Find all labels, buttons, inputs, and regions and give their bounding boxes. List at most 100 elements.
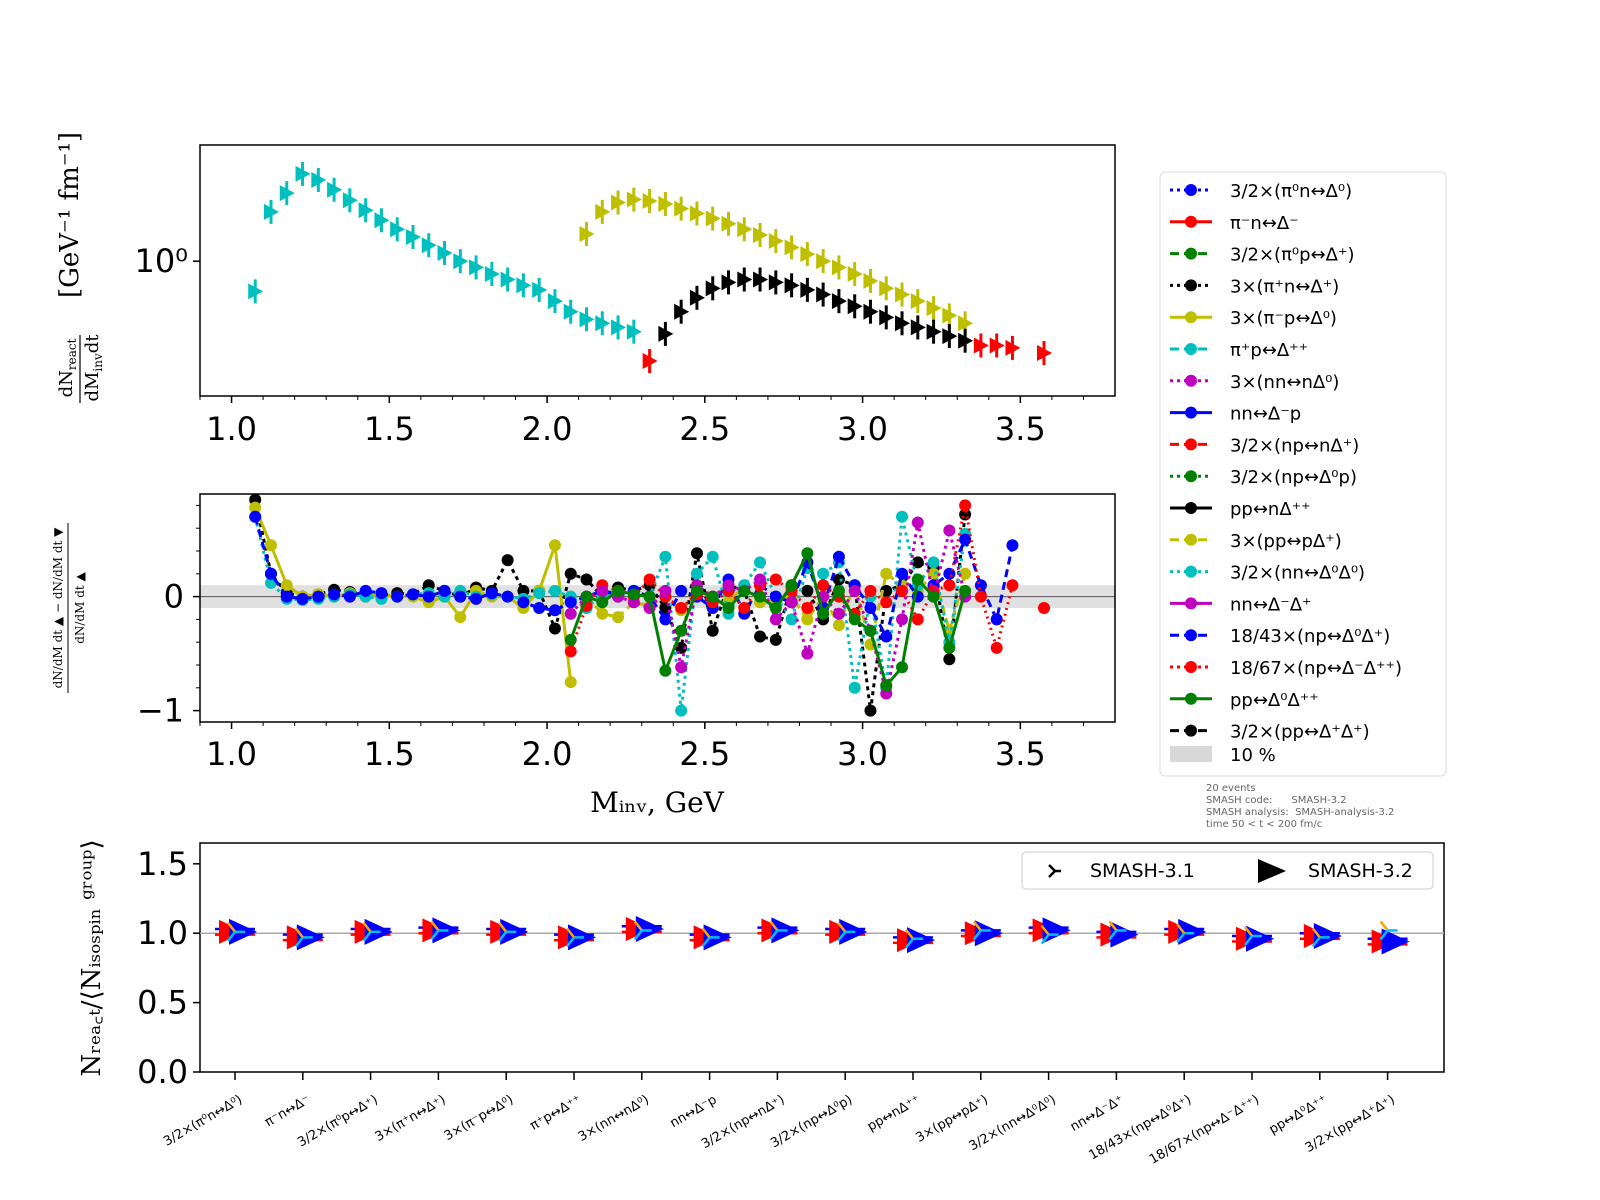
bottom-tri-marker [1176, 932, 1186, 943]
top-ylabel-dt: dt [82, 334, 103, 354]
info-events: 20 events [1206, 783, 1256, 794]
bottom-triangle-marker [1381, 928, 1410, 955]
legend-marker [1185, 565, 1197, 578]
main-legend: 3/2×(π⁰n↔Δ⁰) π⁻n↔Δ⁻ 3/2×(π⁰p↔Δ⁺) 3×(π⁺n↔Δ⁺)… [1159, 171, 1447, 777]
middle-data-point [706, 624, 719, 637]
top-data-point [910, 293, 926, 310]
top-data-point [989, 337, 1005, 354]
middle-data-point [927, 590, 940, 603]
legend-label: 3×(π⁻p↔Δ⁰) [1230, 308, 1337, 329]
bottom-x-tick-label: nn↔Δ⁻Δ⁺ [1068, 1092, 1127, 1134]
middle-data-point [1006, 539, 1019, 552]
top-data-point [516, 277, 532, 294]
middle-data-point [517, 596, 530, 609]
top-data-point [816, 253, 832, 270]
top-data-point [721, 274, 737, 291]
middle-data-point [990, 641, 1003, 654]
bottom-tri-marker [769, 929, 779, 941]
bottom-panel: 0.0 0.5 1.0 1.5 3/2×(π⁰n↔Δ⁰) π⁻n↔Δ⁻3/2×(π⁰p↔… [77, 839, 1445, 1168]
bottom-y-tick-label: 1.0 [137, 914, 188, 952]
bottom-tri-marker [972, 929, 982, 941]
middle-data-point [785, 579, 798, 592]
middle-data-point [264, 539, 277, 552]
top-data-point [895, 315, 911, 332]
middle-data-point [659, 664, 672, 677]
bottom-x-tick-label: 3×(π⁺n↔Δ⁺) [373, 1092, 449, 1144]
middle-data-point [769, 602, 782, 614]
top-data-point [705, 210, 721, 227]
middle-data-point [564, 596, 577, 609]
top-data-point [942, 328, 958, 345]
bottom-tri-marker [1108, 920, 1118, 932]
bottom-x-ticks: 3/2×(π⁰n↔Δ⁰) π⁻n↔Δ⁻3/2×(π⁰p↔Δ⁺)3×(π⁺n↔Δ⁺)… [161, 1072, 1398, 1168]
bottom-tri-marker [905, 928, 914, 940]
legend-marker [1185, 215, 1197, 228]
top-data-point [705, 280, 721, 297]
middle-data-point [785, 613, 798, 626]
middle-data-point [832, 573, 845, 586]
middle-y-tick-label: 0 [164, 578, 184, 616]
top-data-point [800, 246, 816, 263]
info-time: time 50 < t < 200 fm/c [1206, 819, 1322, 830]
bottom-y-tick-label: 1.5 [137, 845, 188, 883]
middle-data-point [659, 613, 672, 626]
svg-text:dMinvdt: dMinvdt [82, 334, 105, 402]
legend-label: pp↔nΔ⁺⁺ [1230, 499, 1311, 520]
legend-label: 3/2×(nn↔Δ⁰Δ⁰) [1230, 563, 1365, 584]
middle-data-point [533, 587, 546, 600]
bottom-triangle-marker [974, 920, 1003, 947]
legend-marker [1185, 692, 1197, 705]
bottom-y-tick-label: 0.5 [137, 984, 188, 1022]
svg-text:dN/dM dt ▲: dN/dM dt ▲ [73, 571, 87, 643]
top-y-axis-label: dNreact dMinvdt [GeV⁻¹ fm⁻¹] [55, 132, 105, 403]
middle-data-point [296, 592, 309, 605]
top-x-tick-label: 3.0 [837, 410, 888, 448]
top-data-point [674, 303, 690, 320]
middle-data-point [864, 584, 877, 597]
middle-panel: 1.0 1.5 2.0 2.5 3.0 3.5 0 −1 Mᵢₙᵥ, GeV dN/dM d… [51, 493, 1116, 819]
middle-data-point [817, 567, 830, 580]
middle-data-point [264, 567, 277, 580]
legend-label: pp↔Δ⁰Δ⁺⁺ [1230, 690, 1319, 711]
middle-data-point [722, 602, 735, 614]
top-x-tick-label: 2.0 [522, 410, 573, 448]
middle-data-point [896, 510, 909, 523]
middle-data-point [880, 596, 893, 609]
top-data-point [1037, 344, 1053, 361]
top-data-point [642, 193, 658, 210]
middle-data-point [280, 579, 293, 592]
top-data-point [248, 283, 264, 300]
legend-marker [1185, 629, 1197, 642]
legend-label: 18/67×(np↔Δ⁻Δ⁺⁺) [1230, 658, 1402, 679]
bottom-tri-marker [430, 929, 440, 941]
top-data-point [579, 311, 595, 328]
middle-data-point [406, 588, 419, 601]
top-y-tick-label: 10⁰ [134, 242, 188, 280]
legend-marker [1185, 279, 1197, 292]
bottom-x-tick-label: π⁻n↔Δ⁻ [262, 1092, 312, 1130]
bottom-x-tick-label: π⁺p↔Δ⁺⁺ [528, 1092, 584, 1133]
legend-label: 3×(pp↔pΔ⁺) [1230, 531, 1342, 552]
bottom-y-axis-label: Nᵣₑₐ꜀ₜ/⟨Nᵢₛₒₛₚᵢₙ ᵍʳᵒᵘᵖ⟩ [77, 839, 107, 1076]
top-x-tick-label: 1.5 [364, 410, 415, 448]
top-data-point [689, 205, 705, 222]
middle-data-point [754, 590, 767, 603]
bottom-tri-marker [566, 927, 575, 939]
top-data-point [847, 298, 863, 315]
top-data-point [753, 271, 769, 288]
top-data-point [311, 171, 327, 188]
bottom-legend: SMASH-3.1 SMASH-3.2 [1021, 851, 1434, 890]
top-data-point [469, 259, 485, 276]
legend-marker [1185, 406, 1197, 419]
middle-data-point [738, 584, 751, 597]
top-panel: 1.0 1.5 2.0 2.5 3.0 3.5 10⁰ dNreact dMinvdt [… [55, 132, 1116, 448]
legend-marker [1185, 597, 1197, 610]
middle-x-tick-label: 1.0 [206, 735, 257, 773]
middle-data-point [675, 624, 688, 637]
middle-data-point [690, 584, 703, 597]
top-data-point [689, 289, 705, 306]
middle-data-point [485, 587, 498, 600]
middle-data-point [564, 645, 577, 658]
bottom-y-tick-label: 0.0 [137, 1053, 188, 1091]
bottom-tri-marker [1379, 929, 1389, 941]
